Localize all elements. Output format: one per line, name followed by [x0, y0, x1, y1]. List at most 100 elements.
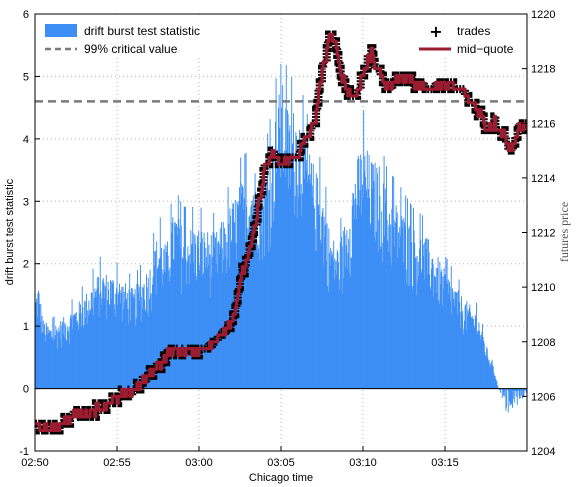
- statistic-bar: [213, 233, 215, 389]
- statistic-bar: [228, 223, 230, 389]
- statistic-bar: [473, 327, 475, 389]
- statistic-bar: [149, 269, 151, 389]
- statistic-bar: [78, 301, 80, 389]
- statistic-bar: [505, 388, 507, 411]
- statistic-bar: [482, 336, 484, 389]
- statistic-bar: [171, 222, 173, 389]
- statistic-bars: [35, 63, 527, 413]
- statistic-bar: [352, 192, 354, 389]
- statistic-bar: [114, 304, 116, 389]
- statistic-bar: [383, 156, 385, 389]
- x-tick-label: 03:15: [431, 457, 459, 469]
- statistic-bar: [43, 332, 45, 389]
- statistic-bar: [266, 180, 268, 389]
- statistic-bar: [57, 332, 59, 389]
- statistic-bar: [427, 239, 429, 389]
- statistic-bar: [44, 341, 46, 389]
- statistic-bar: [356, 205, 358, 389]
- statistic-bar: [287, 110, 288, 389]
- statistic-bar: [396, 217, 398, 389]
- statistic-bar: [404, 222, 405, 389]
- statistic-bar: [474, 325, 476, 389]
- statistic-bar: [223, 259, 225, 389]
- statistic-bar: [122, 321, 123, 389]
- legend-swatch-trades: +: [429, 22, 442, 41]
- left-axis-ticks: -1 0 1 2 3 4 5 6: [19, 9, 40, 458]
- statistic-bar: [158, 265, 159, 389]
- statistic-bar: [330, 256, 332, 389]
- statistic-bar: [329, 265, 331, 389]
- statistic-bar: [446, 281, 447, 389]
- statistic-bar: [195, 276, 197, 389]
- statistic-bar: [320, 243, 322, 389]
- statistic-bar: [183, 206, 185, 389]
- statistic-bar: [359, 206, 360, 389]
- statistic-bar: [455, 292, 456, 389]
- statistic-bar: [53, 316, 55, 389]
- statistic-bar: [483, 343, 485, 389]
- statistic-bar: [358, 158, 360, 389]
- statistic-bar: [125, 300, 127, 389]
- statistic-bar: [393, 220, 395, 389]
- statistic-bar: [411, 241, 413, 389]
- statistic-bar: [192, 262, 194, 389]
- statistic-bar: [136, 283, 138, 389]
- statistic-bar: [76, 322, 78, 389]
- statistic-bar: [377, 252, 379, 389]
- statistic-bar: [118, 291, 120, 389]
- statistic-bar: [336, 250, 338, 389]
- statistic-bar: [308, 179, 310, 389]
- statistic-bar: [299, 140, 301, 389]
- statistic-bar: [348, 272, 350, 389]
- statistic-bar: [495, 381, 497, 389]
- statistic-bar: [336, 274, 338, 389]
- statistic-bar: [382, 262, 384, 389]
- statistic-bar: [317, 205, 319, 389]
- statistic-bar: [280, 63, 282, 389]
- statistic-bar: [302, 193, 303, 389]
- statistic-bar: [106, 318, 108, 389]
- statistic-bar: [433, 296, 435, 389]
- statistic-bar: [332, 254, 333, 389]
- statistic-bar: [53, 340, 54, 389]
- statistic-bar: [104, 285, 106, 389]
- statistic-bar: [138, 286, 140, 389]
- statistic-bar: [262, 259, 264, 389]
- statistic-bar: [62, 334, 64, 389]
- statistic-bar: [344, 226, 345, 389]
- statistic-bar: [176, 226, 178, 389]
- statistic-bar: [39, 303, 41, 389]
- statistic-bar: [362, 184, 363, 389]
- statistic-bar: [270, 227, 272, 389]
- statistic-bar: [103, 282, 105, 389]
- statistic-bar: [224, 227, 225, 389]
- statistic-bar: [368, 154, 370, 389]
- statistic-bar: [423, 242, 425, 389]
- statistic-bar: [345, 267, 347, 389]
- statistic-bar: [416, 255, 418, 389]
- statistic-bar: [185, 259, 187, 389]
- statistic-bar: [440, 284, 441, 389]
- right-tick-label: 1210: [531, 282, 555, 294]
- statistic-bar: [61, 325, 63, 389]
- statistic-bar: [215, 237, 216, 389]
- statistic-bar: [198, 270, 200, 389]
- statistic-bar: [514, 388, 516, 391]
- statistic-bar: [413, 230, 415, 389]
- statistic-bar: [210, 254, 212, 389]
- statistic-bar: [84, 301, 86, 389]
- statistic-bar: [273, 201, 275, 389]
- statistic-bar: [169, 267, 171, 389]
- statistic-bar: [38, 293, 40, 389]
- statistic-bar: [87, 315, 89, 389]
- statistic-bar: [363, 170, 365, 389]
- statistic-bar: [497, 386, 499, 389]
- statistic-bar: [285, 108, 287, 389]
- statistic-bar: [424, 278, 426, 389]
- statistic-bar: [395, 222, 396, 389]
- statistic-bar: [369, 223, 371, 389]
- statistic-bar: [437, 256, 439, 389]
- statistic-bar: [96, 277, 98, 389]
- statistic-bar: [330, 247, 332, 389]
- right-tick-label: 1218: [531, 64, 555, 76]
